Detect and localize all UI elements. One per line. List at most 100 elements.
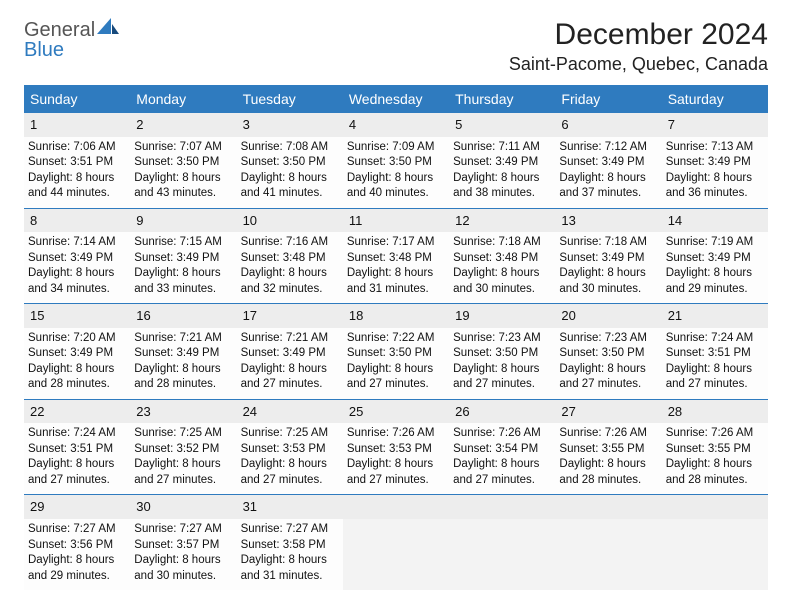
brand-word1: General xyxy=(24,20,95,40)
page-title: December 2024 xyxy=(509,18,768,52)
sunset-line: Sunset: 3:49 PM xyxy=(666,251,764,267)
calendar-day: 8Sunrise: 7:14 AMSunset: 3:49 PMDaylight… xyxy=(24,209,130,304)
sunset-line: Sunset: 3:55 PM xyxy=(559,442,657,458)
calendar-day: 16Sunrise: 7:21 AMSunset: 3:49 PMDayligh… xyxy=(130,304,236,399)
daylight-line: Daylight: 8 hours and 29 minutes. xyxy=(666,266,764,297)
calendar-day: 12Sunrise: 7:18 AMSunset: 3:48 PMDayligh… xyxy=(449,209,555,304)
calendar-day-empty xyxy=(662,495,768,590)
calendar-day: 3Sunrise: 7:08 AMSunset: 3:50 PMDaylight… xyxy=(237,113,343,208)
sunset-line: Sunset: 3:49 PM xyxy=(28,251,126,267)
day-number: 12 xyxy=(449,209,555,233)
weekday-header: Monday xyxy=(130,85,236,113)
day-number: 4 xyxy=(343,113,449,137)
calendar-day: 21Sunrise: 7:24 AMSunset: 3:51 PMDayligh… xyxy=(662,304,768,399)
daylight-line: Daylight: 8 hours and 27 minutes. xyxy=(666,362,764,393)
day-number: 27 xyxy=(555,400,661,424)
day-number: 29 xyxy=(24,495,130,519)
daylight-line: Daylight: 8 hours and 44 minutes. xyxy=(28,171,126,202)
sunset-line: Sunset: 3:49 PM xyxy=(134,346,232,362)
weekday-header: Sunday xyxy=(24,85,130,113)
daylight-line: Daylight: 8 hours and 30 minutes. xyxy=(453,266,551,297)
calendar-week: 1Sunrise: 7:06 AMSunset: 3:51 PMDaylight… xyxy=(24,113,768,208)
day-number: 11 xyxy=(343,209,449,233)
day-number: 18 xyxy=(343,304,449,328)
sunrise-line: Sunrise: 7:20 AM xyxy=(28,331,126,347)
daylight-line: Daylight: 8 hours and 37 minutes. xyxy=(559,171,657,202)
calendar-day-empty xyxy=(343,495,449,590)
daylight-line: Daylight: 8 hours and 27 minutes. xyxy=(347,457,445,488)
header: General Blue December 2024 Saint-Pacome,… xyxy=(24,18,768,75)
sunset-line: Sunset: 3:51 PM xyxy=(28,155,126,171)
calendar-day: 2Sunrise: 7:07 AMSunset: 3:50 PMDaylight… xyxy=(130,113,236,208)
calendar-day: 14Sunrise: 7:19 AMSunset: 3:49 PMDayligh… xyxy=(662,209,768,304)
sunrise-line: Sunrise: 7:27 AM xyxy=(28,522,126,538)
sunrise-line: Sunrise: 7:18 AM xyxy=(559,235,657,251)
daylight-line: Daylight: 8 hours and 29 minutes. xyxy=(28,553,126,584)
sunset-line: Sunset: 3:55 PM xyxy=(666,442,764,458)
calendar-day: 11Sunrise: 7:17 AMSunset: 3:48 PMDayligh… xyxy=(343,209,449,304)
sunset-line: Sunset: 3:53 PM xyxy=(347,442,445,458)
sunrise-line: Sunrise: 7:27 AM xyxy=(241,522,339,538)
sunset-line: Sunset: 3:58 PM xyxy=(241,538,339,554)
daylight-line: Daylight: 8 hours and 27 minutes. xyxy=(134,457,232,488)
sunset-line: Sunset: 3:50 PM xyxy=(453,346,551,362)
day-number: 31 xyxy=(237,495,343,519)
sunrise-line: Sunrise: 7:26 AM xyxy=(347,426,445,442)
calendar-week: 8Sunrise: 7:14 AMSunset: 3:49 PMDaylight… xyxy=(24,208,768,304)
sunset-line: Sunset: 3:51 PM xyxy=(666,346,764,362)
sunrise-line: Sunrise: 7:24 AM xyxy=(666,331,764,347)
calendar-day: 13Sunrise: 7:18 AMSunset: 3:49 PMDayligh… xyxy=(555,209,661,304)
calendar-day: 1Sunrise: 7:06 AMSunset: 3:51 PMDaylight… xyxy=(24,113,130,208)
daylight-line: Daylight: 8 hours and 41 minutes. xyxy=(241,171,339,202)
sunset-line: Sunset: 3:50 PM xyxy=(241,155,339,171)
day-number: 15 xyxy=(24,304,130,328)
sunrise-line: Sunrise: 7:22 AM xyxy=(347,331,445,347)
sunset-line: Sunset: 3:49 PM xyxy=(453,155,551,171)
calendar-week: 22Sunrise: 7:24 AMSunset: 3:51 PMDayligh… xyxy=(24,399,768,495)
day-number: 2 xyxy=(130,113,236,137)
weekday-header: Wednesday xyxy=(343,85,449,113)
daylight-line: Daylight: 8 hours and 27 minutes. xyxy=(559,362,657,393)
calendar-day: 15Sunrise: 7:20 AMSunset: 3:49 PMDayligh… xyxy=(24,304,130,399)
sunrise-line: Sunrise: 7:08 AM xyxy=(241,140,339,156)
weekday-header: Tuesday xyxy=(237,85,343,113)
calendar-day: 7Sunrise: 7:13 AMSunset: 3:49 PMDaylight… xyxy=(662,113,768,208)
day-number: 19 xyxy=(449,304,555,328)
sunrise-line: Sunrise: 7:27 AM xyxy=(134,522,232,538)
weekday-header: Friday xyxy=(555,85,661,113)
sunset-line: Sunset: 3:48 PM xyxy=(241,251,339,267)
day-number: 24 xyxy=(237,400,343,424)
sunrise-line: Sunrise: 7:23 AM xyxy=(559,331,657,347)
day-number: 17 xyxy=(237,304,343,328)
sunrise-line: Sunrise: 7:26 AM xyxy=(453,426,551,442)
calendar-grid: SundayMondayTuesdayWednesdayThursdayFrid… xyxy=(24,85,768,590)
sunrise-line: Sunrise: 7:21 AM xyxy=(241,331,339,347)
day-number-empty xyxy=(662,495,768,519)
sunset-line: Sunset: 3:49 PM xyxy=(559,251,657,267)
sunset-line: Sunset: 3:50 PM xyxy=(559,346,657,362)
calendar-week: 15Sunrise: 7:20 AMSunset: 3:49 PMDayligh… xyxy=(24,303,768,399)
daylight-line: Daylight: 8 hours and 43 minutes. xyxy=(134,171,232,202)
calendar-day: 6Sunrise: 7:12 AMSunset: 3:49 PMDaylight… xyxy=(555,113,661,208)
day-number: 30 xyxy=(130,495,236,519)
calendar-day: 10Sunrise: 7:16 AMSunset: 3:48 PMDayligh… xyxy=(237,209,343,304)
daylight-line: Daylight: 8 hours and 27 minutes. xyxy=(28,457,126,488)
brand-logo: General Blue xyxy=(24,18,119,60)
daylight-line: Daylight: 8 hours and 27 minutes. xyxy=(453,362,551,393)
daylight-line: Daylight: 8 hours and 32 minutes. xyxy=(241,266,339,297)
day-number: 22 xyxy=(24,400,130,424)
daylight-line: Daylight: 8 hours and 38 minutes. xyxy=(453,171,551,202)
calendar-day: 28Sunrise: 7:26 AMSunset: 3:55 PMDayligh… xyxy=(662,400,768,495)
sunrise-line: Sunrise: 7:06 AM xyxy=(28,140,126,156)
sunset-line: Sunset: 3:49 PM xyxy=(666,155,764,171)
day-number: 7 xyxy=(662,113,768,137)
sunset-line: Sunset: 3:51 PM xyxy=(28,442,126,458)
calendar-day: 18Sunrise: 7:22 AMSunset: 3:50 PMDayligh… xyxy=(343,304,449,399)
daylight-line: Daylight: 8 hours and 28 minutes. xyxy=(559,457,657,488)
daylight-line: Daylight: 8 hours and 28 minutes. xyxy=(134,362,232,393)
calendar-day: 17Sunrise: 7:21 AMSunset: 3:49 PMDayligh… xyxy=(237,304,343,399)
weekday-header: Saturday xyxy=(662,85,768,113)
calendar-day: 22Sunrise: 7:24 AMSunset: 3:51 PMDayligh… xyxy=(24,400,130,495)
sunset-line: Sunset: 3:48 PM xyxy=(347,251,445,267)
daylight-line: Daylight: 8 hours and 40 minutes. xyxy=(347,171,445,202)
